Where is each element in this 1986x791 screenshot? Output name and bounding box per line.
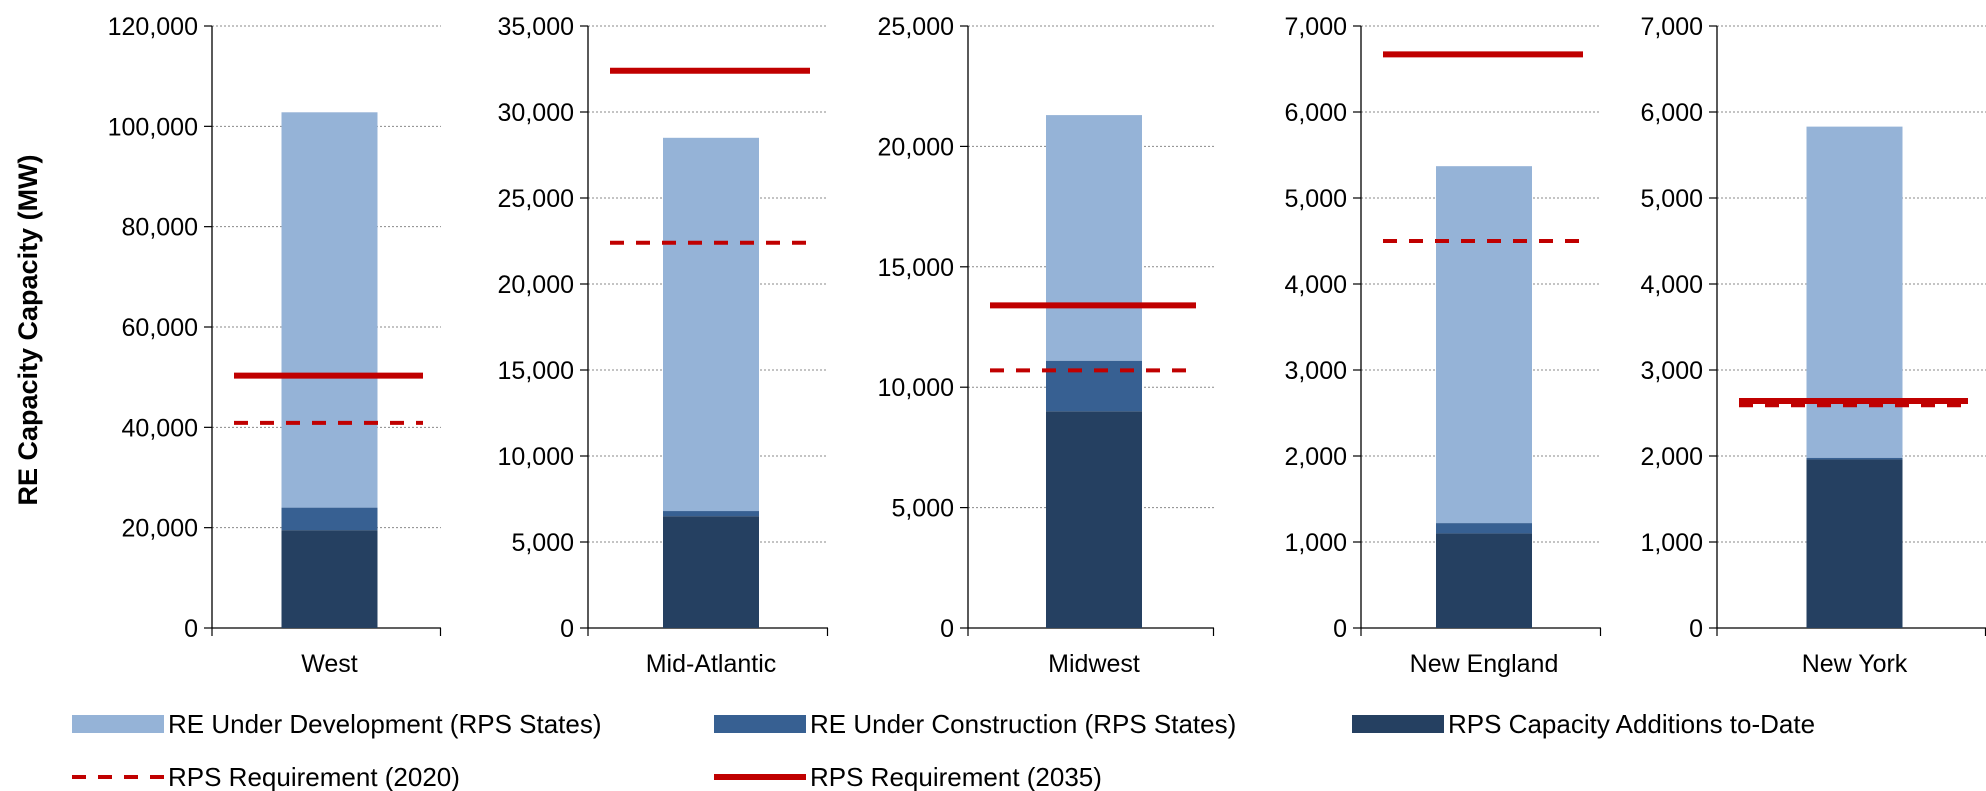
category-label: New England [1410,650,1559,678]
y-tick-label: 15,000 [498,357,574,385]
legend-item-construction: RE Under Construction (RPS States) [714,709,1236,739]
bar-construction [1806,457,1903,460]
y-tick-label: 0 [940,615,954,643]
y-tick-label: 20,000 [878,133,954,161]
category-label: Midwest [1048,650,1140,678]
legend-label: RPS Requirement (2020) [168,762,460,791]
bar-additions [1046,411,1142,628]
category-label: New York [1802,650,1908,678]
y-tick-label: 30,000 [498,99,574,127]
y-tick-label: 0 [184,615,198,643]
bar-development [1436,166,1532,524]
bar-additions [1806,459,1903,628]
legend: RE Under Development (RPS States) RE Unde… [72,709,1815,791]
panel-mid-atlantic: 0 5,000 10,000 15,000 20,000 25,000 30,000 35,0… [498,13,829,678]
y-tick-label: 10,000 [878,374,954,402]
bar-construction [663,511,759,517]
y-tick-label: 20,000 [498,271,574,299]
panel-west: 0 20,000 40,000 60,000 80,000 100,000 120,000 W… [108,13,442,678]
y-tick-label: 3,000 [1284,357,1347,385]
y-tick-label: 0 [1689,615,1703,643]
legend-swatch [1352,715,1444,733]
y-tick-label: 35,000 [498,13,574,41]
chart-panels: 0 20,000 40,000 60,000 80,000 100,000 120,000 W… [108,13,1986,678]
y-tick-label: 1,000 [1640,529,1703,557]
legend-item-req2035: RPS Requirement (2035) [714,762,1102,791]
y-tick-label: 10,000 [498,443,574,471]
bar-additions [663,516,759,628]
legend-swatch [714,715,806,733]
legend-label: RE Under Development (RPS States) [168,709,602,739]
bar-construction [281,507,378,531]
y-tick-label: 2,000 [1284,443,1347,471]
y-tick-label: 25,000 [498,185,574,213]
y-tick-label: 6,000 [1284,99,1347,127]
legend-label: RPS Requirement (2035) [810,762,1102,791]
y-tick-label: 100,000 [108,113,198,141]
y-tick-label: 7,000 [1640,13,1703,41]
y-tick-label: 40,000 [122,414,198,442]
y-tick-label: 0 [560,615,574,643]
category-label: West [301,650,358,678]
y-tick-label: 80,000 [122,214,198,242]
y-tick-label: 2,000 [1640,443,1703,471]
y-tick-label: 7,000 [1284,13,1347,41]
bar-additions [281,530,378,628]
y-tick-label: 0 [1333,615,1347,643]
y-tick-label: 1,000 [1284,529,1347,557]
category-label: Mid-Atlantic [646,650,777,678]
y-tick-label: 25,000 [878,13,954,41]
bar-development [1806,126,1903,458]
y-tick-label: 4,000 [1284,271,1347,299]
y-tick-label: 3,000 [1640,357,1703,385]
y-tick-label: 5,000 [1640,185,1703,213]
bar-development [1046,115,1142,361]
panel-new-england: 0 1,000 2,000 3,000 4,000 5,000 6,000 7,000 New … [1284,13,1602,678]
y-tick-label: 5,000 [1284,185,1347,213]
y-tick-label: 5,000 [511,529,574,557]
legend-item-additions: RPS Capacity Additions to-Date [1352,709,1815,739]
legend-label: RE Under Construction (RPS States) [810,709,1236,739]
legend-item-development: RE Under Development (RPS States) [72,709,602,739]
y-tick-label: 4,000 [1640,271,1703,299]
bar-development [663,137,759,512]
bar-construction [1436,523,1532,534]
panel-midwest: 0 5,000 10,000 15,000 20,000 25,000 Midwest [878,13,1215,678]
y-tick-label: 20,000 [122,515,198,543]
y-tick-label: 5,000 [891,495,954,523]
y-tick-label: 6,000 [1640,99,1703,127]
y-axis-title: RE Capacity Capacity (MW) [13,154,43,505]
legend-swatch [72,715,164,733]
bar-additions [1436,533,1532,628]
legend-label: RPS Capacity Additions to-Date [1448,709,1815,739]
bar-development [281,112,378,508]
legend-item-req2020: RPS Requirement (2020) [72,762,460,791]
y-tick-label: 60,000 [122,314,198,342]
bar-construction [1046,360,1142,412]
y-tick-label: 15,000 [878,254,954,282]
y-tick-label: 120,000 [108,13,198,41]
panel-new-york: 0 1,000 2,000 3,000 4,000 5,000 6,000 7,000 New … [1640,13,1986,678]
